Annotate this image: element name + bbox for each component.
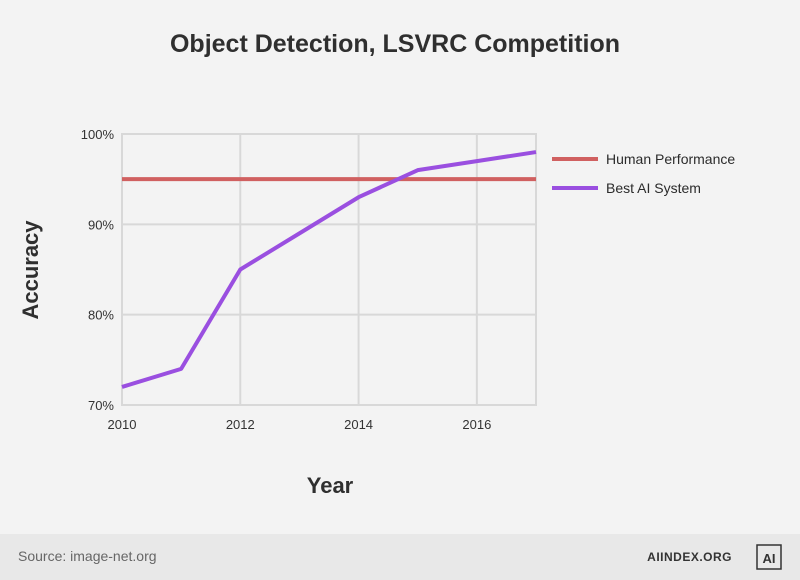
y-tick-label: 100%: [81, 127, 115, 142]
x-tick-label: 2012: [226, 417, 255, 432]
x-tick-label: 2016: [462, 417, 491, 432]
logo-text: AI: [763, 551, 776, 566]
legend-label: Human Performance: [606, 151, 735, 167]
source-text: Source: image-net.org: [18, 548, 157, 564]
series-line-best-ai-system: [121, 150, 537, 389]
x-tick-label: 2014: [344, 417, 373, 432]
tick-labels: 70% 80% 90% 100% 2010 2012 2014 2016: [81, 127, 492, 432]
y-tick-label: 90%: [88, 217, 114, 232]
y-tick-label: 70%: [88, 398, 114, 413]
series-layer: [121, 150, 537, 389]
brand-link[interactable]: AIINDEX.ORG: [647, 550, 732, 564]
footer: Source: image-net.org AIINDEX.ORG AI: [0, 534, 800, 580]
legend-label: Best AI System: [606, 180, 701, 196]
legend: Human Performance Best AI System: [552, 151, 735, 196]
line-chart: 70% 80% 90% 100% 2010 2012 2014 2016 Human Perf…: [18, 127, 735, 498]
x-tick-label: 2010: [108, 417, 137, 432]
x-axis-title: Year: [307, 473, 354, 498]
y-axis-title: Accuracy: [18, 220, 43, 320]
ai-index-logo-icon: AI: [756, 544, 782, 570]
y-tick-label: 80%: [88, 308, 114, 323]
chart-title: Object Detection, LSVRC Competition: [169, 30, 621, 58]
